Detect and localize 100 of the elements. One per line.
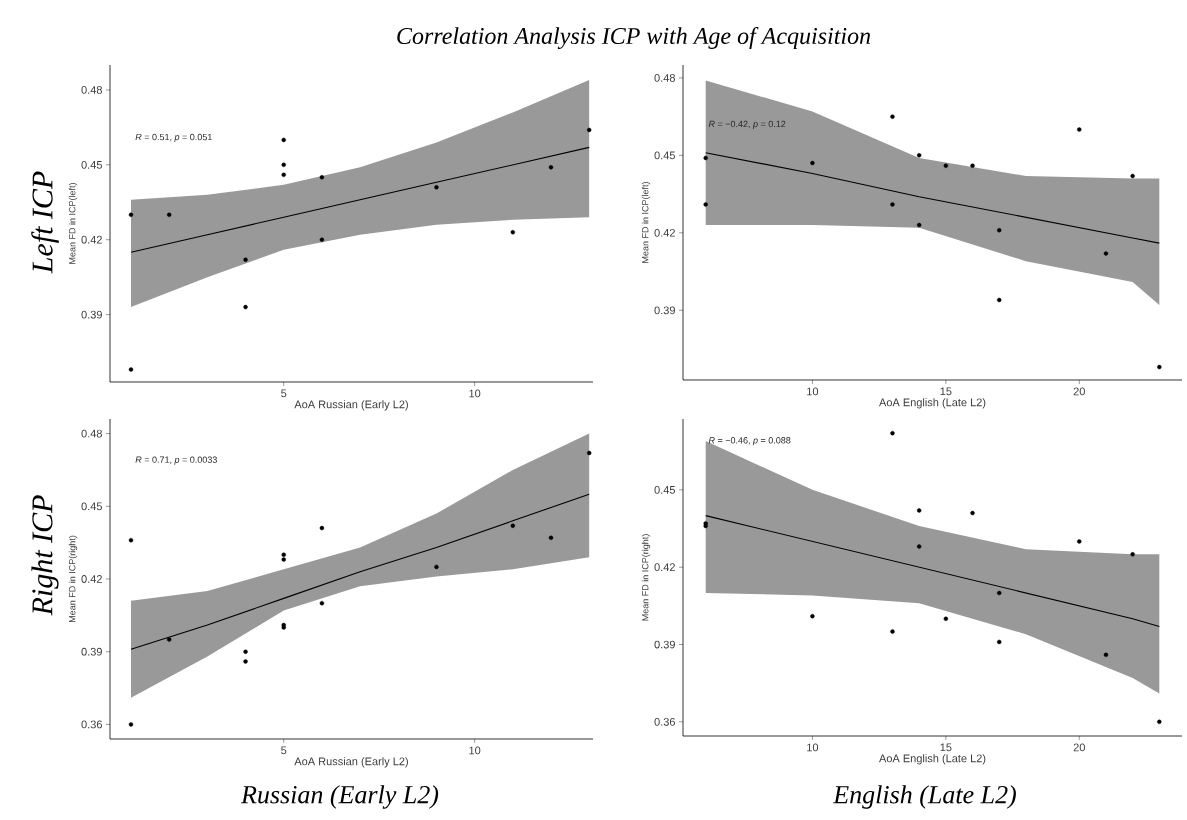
text: Russian (Early L2)	[240, 785, 439, 809]
point	[166, 212, 172, 217]
point	[319, 601, 325, 606]
point	[810, 160, 815, 166]
point	[970, 510, 975, 516]
x-tick-label: 20	[1073, 743, 1085, 752]
point	[243, 649, 248, 654]
y-tick-label: 0.36	[81, 720, 102, 729]
point	[243, 659, 248, 664]
annotation: R = −0.46, p = 0.088	[708, 437, 791, 446]
text: Right ICP	[31, 495, 59, 616]
x-tick-label: 10	[469, 389, 481, 398]
point	[1130, 552, 1135, 557]
x-tick-label: 15	[940, 743, 952, 752]
point	[548, 535, 554, 540]
y-tick-label: 0.42	[654, 563, 675, 572]
point	[916, 508, 922, 513]
y-tick-label: 0.39	[81, 310, 102, 319]
point	[548, 165, 554, 170]
y-tick-label: 0.45	[81, 502, 102, 511]
point	[586, 450, 592, 456]
y-axis-title: Mean FD in ICP(right)	[641, 534, 651, 621]
point	[916, 153, 922, 158]
point	[128, 722, 134, 727]
y-tick-label: 0.39	[654, 306, 675, 315]
y-tick-label: 0.42	[81, 235, 102, 244]
point	[434, 564, 439, 570]
point	[319, 237, 325, 242]
point	[1157, 364, 1162, 370]
point	[281, 162, 286, 168]
point	[586, 127, 592, 133]
y-tick-label: 0.39	[654, 640, 675, 649]
point	[510, 230, 516, 235]
point	[997, 590, 1002, 596]
text: English (Late L2)	[832, 785, 1016, 809]
text: Left ICP	[31, 171, 59, 274]
point	[281, 137, 286, 143]
x-tick-label: 10	[807, 387, 819, 396]
point	[1077, 127, 1082, 132]
point	[943, 616, 949, 621]
y-tick-label: 0.39	[81, 647, 102, 656]
point	[916, 222, 922, 228]
point	[997, 639, 1002, 645]
x-axis-title: AoA English (Late L2)	[879, 398, 986, 409]
x-tick-label: 20	[1073, 387, 1085, 396]
point	[166, 637, 172, 642]
point	[997, 228, 1002, 233]
y-tick-label: 0.42	[81, 575, 102, 583]
x-axis-title: AoA English (Late L2)	[879, 754, 986, 765]
point	[810, 613, 815, 619]
point	[890, 629, 895, 634]
point	[243, 304, 248, 310]
y-axis-title: Mean FD in ICP(right)	[68, 535, 78, 623]
point	[1157, 719, 1162, 725]
y-axis-title: Mean FD in ICP(left)	[641, 182, 651, 263]
point	[1103, 652, 1109, 658]
point	[997, 297, 1002, 303]
point	[703, 155, 708, 161]
x-tick-label: 5	[281, 746, 287, 755]
line-series	[130, 493, 590, 650]
point	[128, 212, 134, 217]
y-tick-label: 0.48	[81, 86, 102, 94]
x-tick-label: 5	[281, 389, 287, 398]
x-tick-label: 10	[469, 746, 481, 755]
y-tick-label: 0.48	[81, 429, 102, 438]
y-tick-label: 0.48	[654, 74, 675, 82]
point	[1077, 539, 1082, 544]
y-tick-label: 0.42	[654, 228, 675, 237]
point	[943, 163, 949, 168]
x-tick-label: 10	[807, 743, 819, 752]
point	[703, 202, 708, 207]
point	[319, 175, 325, 180]
point	[1103, 251, 1109, 256]
y-tick-label: 0.45	[81, 160, 102, 169]
x-tick-label: 15	[940, 387, 952, 396]
y-axis-title: Mean FD in ICP(left)	[68, 183, 78, 264]
y-tick-label: 0.36	[654, 717, 675, 726]
point	[890, 430, 895, 436]
point	[510, 523, 516, 528]
y-tick-label: 0.45	[654, 485, 675, 494]
point	[281, 557, 286, 562]
point	[916, 544, 922, 549]
x-axis-title: AoA Russian (Early L2)	[294, 400, 408, 411]
point	[319, 525, 325, 531]
point	[890, 114, 895, 119]
point	[128, 367, 134, 372]
point	[281, 172, 286, 178]
point	[970, 163, 975, 168]
point	[434, 185, 439, 190]
x-axis-title: AoA Russian (Early L2)	[294, 757, 408, 768]
annotation: R = 0.51, p = 0.051	[135, 133, 212, 142]
chart-title: Correlation Analysis ICP with Age of Acquisition	[397, 26, 871, 50]
point	[243, 257, 248, 262]
point	[128, 538, 134, 543]
point	[281, 552, 286, 557]
annotation: R = −0.42, p = 0.12	[708, 120, 786, 129]
annotation: R = 0.71, p = 0.0033	[135, 456, 217, 465]
point	[1130, 173, 1135, 179]
point	[890, 202, 895, 207]
y-tick-label: 0.45	[654, 151, 675, 160]
